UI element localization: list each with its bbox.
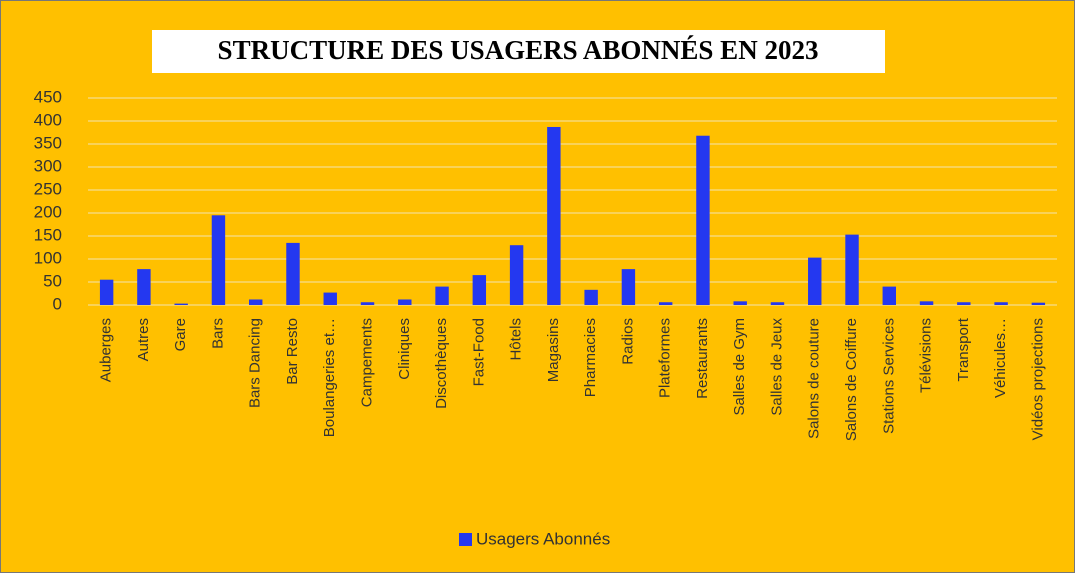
bar (286, 242, 300, 305)
bar (584, 289, 598, 305)
x-tick-label: Magasins (545, 318, 562, 382)
x-tick-label: Discothèques (433, 318, 450, 409)
x-tick-label: Transport (955, 317, 972, 381)
x-tick-label: Radios (619, 318, 636, 365)
x-tick-label: Salles de Gym (731, 318, 748, 416)
x-tick-label: Stations Services (880, 318, 897, 434)
bar (808, 257, 822, 305)
bar (547, 126, 561, 305)
x-tick-label: Véhicules… (992, 318, 1009, 398)
y-tick-label: 400 (34, 110, 62, 129)
bar (994, 302, 1008, 305)
x-tick-label: Autres (135, 318, 152, 361)
legend-swatch (459, 533, 472, 546)
y-tick-label: 50 (43, 271, 62, 290)
bar (174, 303, 188, 305)
x-tick-label: Salons de couture (806, 318, 823, 439)
x-tick-label: Campements (358, 318, 375, 407)
bar (1031, 302, 1046, 305)
x-tick-label: Télévisions (918, 318, 935, 393)
bar (845, 234, 859, 305)
y-tick-label: 150 (34, 225, 62, 244)
bar (696, 135, 710, 305)
bar (509, 245, 524, 305)
bar (398, 299, 412, 305)
y-tick-label: 0 (53, 294, 62, 313)
bar (733, 301, 747, 305)
y-tick-label: 250 (34, 179, 62, 198)
bar (211, 215, 226, 305)
x-tick-label: Pharmacies (582, 318, 599, 397)
x-tick-label: Restaurants (694, 318, 711, 399)
x-tick-label: Salons de Coiffure (843, 318, 860, 441)
x-tick-label: Boulangeries et… (321, 318, 338, 437)
chart-title: STRUCTURE DES USAGERS ABONNÉS EN 2023 (218, 35, 819, 65)
y-tick-label: 100 (34, 248, 62, 267)
bar (323, 292, 337, 305)
bar (957, 302, 971, 305)
x-tick-label: Bars Dancing (247, 318, 264, 408)
x-tick-label: Plateformes (657, 318, 674, 398)
y-tick-label: 200 (34, 202, 62, 221)
bar (99, 279, 114, 305)
x-tick-label: Bar Resto (284, 318, 301, 385)
bar (658, 302, 673, 305)
x-tick-label: Bars (209, 318, 226, 349)
y-tick-label: 300 (34, 156, 62, 175)
bar (435, 286, 449, 305)
y-tick-label: 450 (34, 87, 62, 106)
bar (882, 286, 896, 305)
x-tick-label: Cliniques (396, 318, 413, 380)
y-tick-label: 350 (34, 133, 62, 152)
x-tick-label: Auberges (98, 318, 115, 382)
bar (137, 269, 151, 305)
bar (621, 269, 636, 305)
bar (249, 299, 263, 305)
x-tick-label: Vidéos projections (1029, 318, 1046, 440)
bar (472, 275, 487, 305)
x-tick-label: Gare (172, 318, 189, 351)
bar (770, 302, 785, 305)
x-tick-label: Fast-Food (470, 318, 487, 386)
legend-label: Usagers Abonnés (476, 529, 610, 548)
bar (919, 301, 934, 305)
bar (360, 302, 375, 305)
x-tick-label: Salles de Jeux (768, 318, 785, 416)
title-box (152, 30, 885, 73)
x-tick-label: Hôtels (508, 318, 525, 361)
